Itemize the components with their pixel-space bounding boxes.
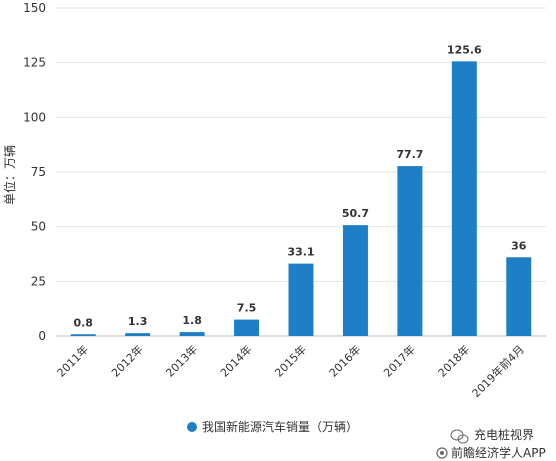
- legend-label: 我国新能源汽车销量（万辆）: [202, 419, 358, 434]
- data-label: 125.6: [447, 43, 482, 56]
- data-label: 1.8: [182, 314, 202, 327]
- wechat-icon: [450, 429, 469, 444]
- data-label: 50.7: [342, 207, 369, 220]
- x-tick-label: 2015年: [272, 342, 309, 379]
- y-axis-ticks: 0 25 50 75 100 125 150: [23, 1, 46, 343]
- bar: [451, 61, 477, 336]
- watermark-line1: 充电桩视界: [474, 427, 534, 442]
- watermark: 充电桩视界 前瞻经济学人APP: [436, 427, 546, 460]
- x-tick-label: 2013年: [163, 342, 200, 379]
- y-tick-label: 125: [23, 56, 46, 70]
- y-tick-label: 0: [38, 329, 46, 343]
- app-logo-icon: [436, 447, 448, 459]
- bar: [506, 257, 532, 336]
- x-tick-label: 2019年前4月: [469, 342, 527, 400]
- bar: [70, 334, 96, 336]
- bar: [125, 333, 151, 336]
- y-tick-label: 25: [31, 274, 46, 288]
- data-label: 7.5: [237, 302, 257, 315]
- data-label: 33.1: [287, 246, 314, 259]
- data-label: 36: [511, 239, 527, 252]
- data-label: 1.3: [128, 315, 148, 328]
- y-tick-label: 150: [23, 1, 46, 15]
- data-labels: 0.8 1.3 1.8 7.5 33.1 50.7 77.7 125.6 36: [73, 43, 526, 329]
- y-axis-label: 单位：万辆: [2, 145, 17, 205]
- bar: [179, 332, 205, 336]
- bars: [70, 61, 532, 336]
- data-label: 77.7: [396, 148, 423, 161]
- data-label: 0.8: [73, 316, 93, 329]
- x-tick-label: 2016年: [326, 342, 363, 379]
- y-tick-label: 50: [31, 220, 46, 234]
- x-axis-ticks: 2011年 2012年 2013年 2014年 2015年 2016年 2017年 2018年…: [54, 342, 527, 400]
- x-tick-label: 2014年: [217, 342, 254, 379]
- y-tick-label: 100: [23, 110, 46, 124]
- y-tick-label: 75: [31, 165, 46, 179]
- bar: [342, 225, 368, 336]
- x-tick-label: 2011年: [54, 342, 91, 379]
- legend-marker: [187, 422, 197, 432]
- x-tick-label: 2017年: [381, 342, 418, 379]
- x-tick-label: 2012年: [108, 342, 145, 379]
- legend: 我国新能源汽车销量（万辆）: [187, 419, 358, 434]
- watermark-line2: 前瞻经济学人APP: [451, 445, 546, 460]
- bar: [234, 319, 260, 336]
- bar: [288, 263, 314, 336]
- bar: [397, 166, 423, 336]
- x-tick-label: 2018年: [435, 342, 472, 379]
